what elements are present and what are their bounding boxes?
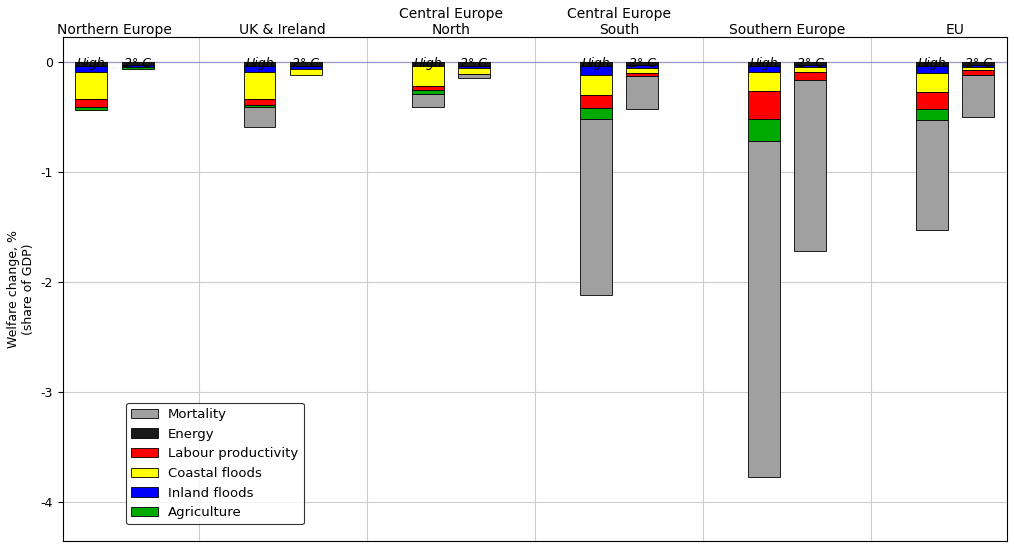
Bar (243, 105, 276, 107)
Bar (626, 61, 658, 65)
Bar (243, 99, 276, 105)
Text: Southern Europe: Southern Europe (729, 23, 845, 37)
Bar (626, 73, 658, 76)
Bar (412, 94, 443, 107)
Bar (748, 61, 780, 66)
Y-axis label: Welfare change, %
(share of GDP): Welfare change, % (share of GDP) (7, 230, 34, 348)
Text: Northern Europe: Northern Europe (57, 23, 172, 37)
Text: 2° C: 2° C (797, 58, 823, 71)
Bar (458, 74, 490, 78)
Bar (75, 61, 107, 66)
Bar (122, 61, 153, 65)
Bar (75, 72, 107, 99)
Text: Central Europe
South: Central Europe South (567, 7, 671, 37)
Text: High: High (245, 58, 274, 71)
Bar (458, 68, 490, 74)
Bar (580, 75, 611, 95)
Bar (962, 75, 995, 117)
Bar (458, 61, 490, 66)
Bar (412, 90, 443, 94)
Bar (916, 109, 948, 120)
Bar (580, 108, 611, 119)
Text: High: High (77, 58, 105, 71)
Bar (580, 66, 611, 75)
Bar (794, 81, 826, 251)
Bar (962, 67, 995, 70)
Bar (290, 69, 321, 75)
Bar (962, 65, 995, 67)
Bar (748, 72, 780, 92)
Bar (243, 66, 276, 72)
Bar (122, 67, 153, 69)
Text: High: High (414, 58, 442, 71)
Bar (794, 67, 826, 72)
Bar (794, 72, 826, 81)
Bar (962, 61, 995, 65)
Bar (290, 61, 321, 66)
Bar (626, 65, 658, 68)
Bar (916, 61, 948, 66)
Text: 2° C: 2° C (460, 58, 488, 71)
Bar (748, 141, 780, 477)
Bar (458, 66, 490, 68)
Bar (580, 95, 611, 108)
Bar (916, 120, 948, 230)
Bar (580, 61, 611, 66)
Bar (290, 66, 321, 69)
Bar (243, 107, 276, 127)
Bar (75, 66, 107, 72)
Bar (75, 99, 107, 107)
Bar (412, 86, 443, 90)
Text: Central Europe
North: Central Europe North (399, 7, 503, 37)
Bar (412, 61, 443, 66)
Bar (243, 61, 276, 66)
Text: UK & Ireland: UK & Ireland (239, 23, 325, 37)
Bar (412, 66, 443, 86)
Bar (122, 65, 153, 67)
Bar (916, 73, 948, 93)
Text: High: High (749, 58, 778, 71)
Bar (748, 92, 780, 119)
Bar (243, 72, 276, 99)
Bar (748, 119, 780, 141)
Text: 2° C: 2° C (629, 58, 655, 71)
Text: 2° C: 2° C (124, 58, 151, 71)
Text: High: High (581, 58, 610, 71)
Text: EU: EU (946, 23, 964, 37)
Bar (794, 65, 826, 67)
Text: High: High (918, 58, 946, 71)
Bar (75, 107, 107, 110)
Bar (748, 66, 780, 72)
Bar (794, 61, 826, 65)
Legend: Mortality, Energy, Labour productivity, Coastal floods, Inland floods, Agricultu: Mortality, Energy, Labour productivity, … (126, 403, 303, 524)
Bar (962, 70, 995, 75)
Bar (916, 93, 948, 109)
Bar (626, 76, 658, 109)
Bar (916, 66, 948, 73)
Bar (626, 68, 658, 73)
Text: 2° C: 2° C (964, 58, 992, 71)
Text: 2° C: 2° C (292, 58, 319, 71)
Bar (580, 119, 611, 295)
